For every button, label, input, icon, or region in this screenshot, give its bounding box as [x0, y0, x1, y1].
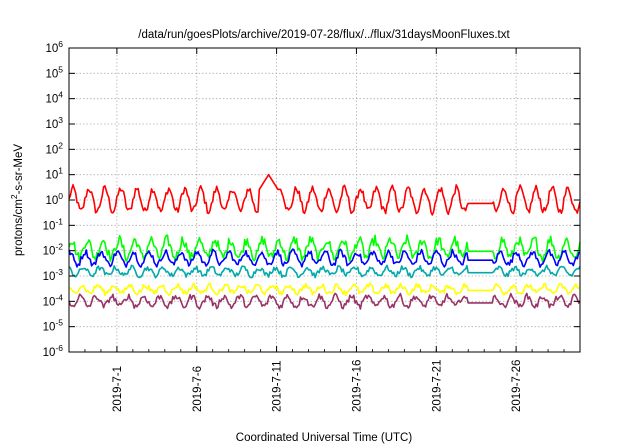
y-tick-label: 105	[45, 64, 63, 80]
y-tick-label: 104	[45, 90, 63, 106]
y-tick-label: 10-3	[43, 267, 64, 283]
chart-title: /data/run/goesPlots/archive/2019-07-28/f…	[138, 29, 510, 41]
y-tick-label: 10-1	[43, 216, 64, 232]
x-tick-label: 2019-7-21	[431, 360, 443, 412]
y-tick-label: 10-2	[43, 242, 64, 258]
y-axis-label: protons/cm2-s-sr-MeV	[9, 144, 25, 256]
series-line	[68, 264, 581, 279]
y-tick-label: 101	[45, 166, 63, 182]
series-line	[68, 173, 581, 216]
y-tick-label: 10-5	[43, 318, 64, 334]
series-line	[68, 292, 581, 310]
y-tick-label: 102	[45, 140, 63, 156]
x-tick-label: 2019-7-6	[192, 366, 204, 412]
y-tick-label: 10-4	[43, 292, 64, 308]
x-tick-label: 2019-7-11	[272, 360, 284, 412]
x-axis-label: Coordinated Universal Time (UTC)	[236, 432, 413, 444]
series-line	[68, 248, 581, 268]
x-tick-label: 2019-7-16	[351, 360, 363, 412]
x-tick-label: 2019-7-1	[112, 366, 124, 412]
y-tick-label: 106	[45, 39, 63, 55]
y-tick-label: 100	[45, 191, 63, 207]
plot-area-border	[68, 47, 581, 353]
series-line	[68, 282, 581, 297]
y-tick-label: 10-6	[43, 343, 64, 359]
series-lines	[68, 173, 581, 310]
x-tick-label: 2019-7-26	[511, 360, 523, 412]
y-tick-label: 103	[45, 115, 63, 131]
series-line	[68, 234, 581, 263]
